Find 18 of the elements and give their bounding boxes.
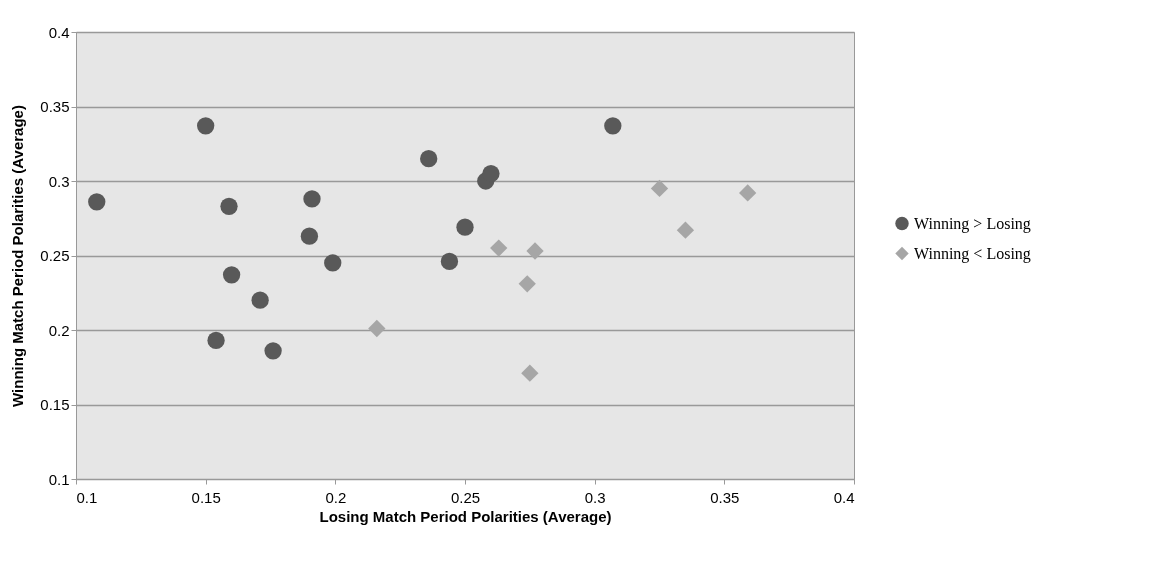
x-tick-label: 0.15	[191, 488, 221, 506]
y-tick-label: 0.4	[48, 23, 70, 41]
y-tick-label: 0.3	[48, 172, 70, 190]
y-axis-title: Winning Match Period Polarities (Average)	[9, 105, 27, 407]
x-tick-label: 0.1	[76, 488, 98, 506]
y-tick-label: 0.35	[40, 98, 70, 115]
x-tick-label: 0.2	[325, 488, 347, 506]
x-tick-label: 0.4	[833, 488, 855, 506]
y-tick-label: 0.2	[48, 321, 70, 339]
legend-label: Winning < Losing	[914, 244, 1031, 263]
x-tick-label: 0.3	[584, 488, 606, 506]
x-axis-title: Losing Match Period Polarities (Average)	[319, 507, 612, 525]
legend-label: Winning > Losing	[914, 214, 1031, 233]
x-tick-label: 0.35	[710, 488, 740, 506]
y-tick-label: 0.15	[40, 396, 70, 413]
y-tick-label: 0.1	[48, 470, 70, 488]
y-tick-label: 0.25	[40, 247, 70, 264]
x-tick-label: 0.25	[450, 488, 481, 506]
